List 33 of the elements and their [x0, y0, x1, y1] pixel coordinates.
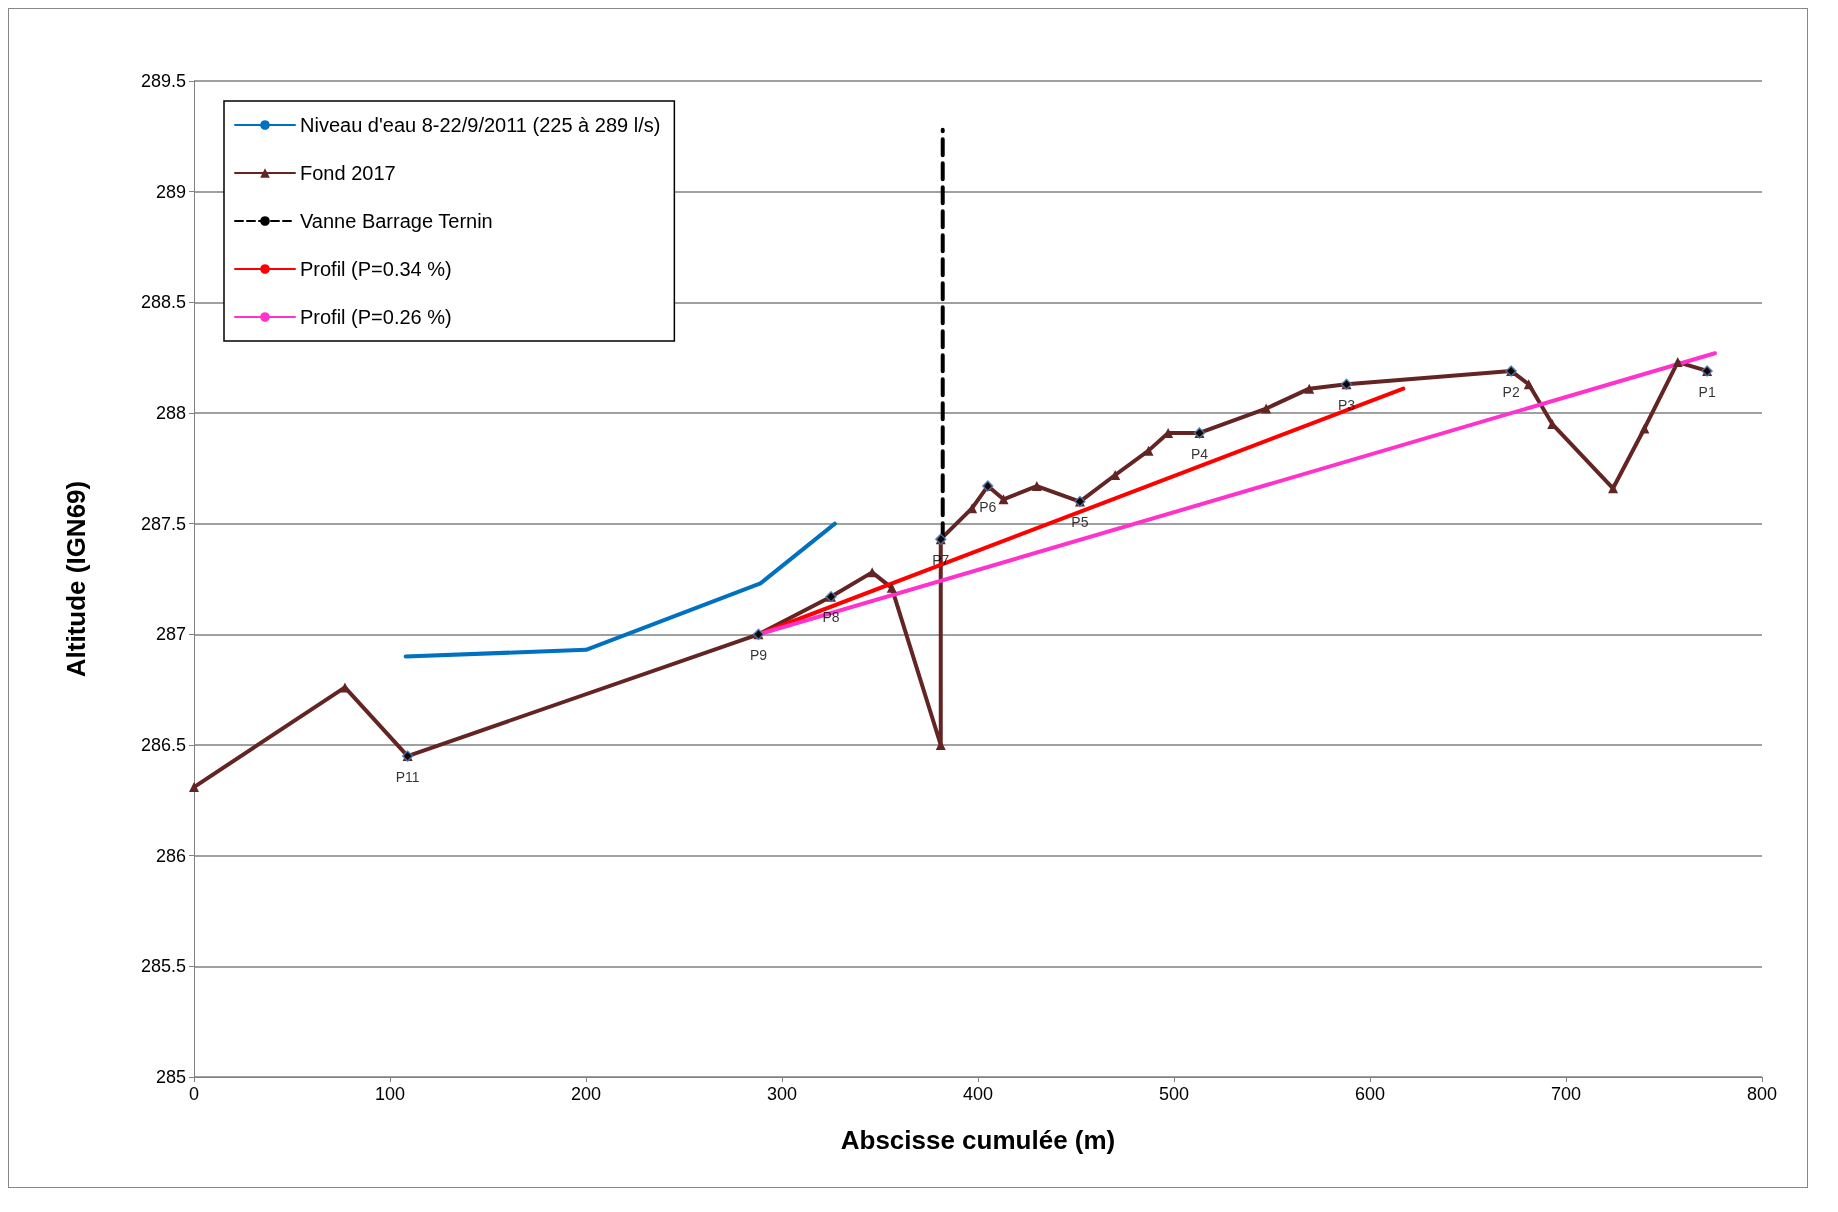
x-tick-label: 500	[1158, 1084, 1190, 1104]
x-tick-label: 400	[962, 1084, 994, 1104]
data-label: P4	[1190, 445, 1209, 462]
y-tick-label: 286	[155, 845, 186, 866]
legend-label: Vanne Barrage Ternin	[300, 210, 493, 232]
data-label: P6	[979, 498, 997, 515]
data-label: P2	[1502, 383, 1520, 400]
legend-label: Profil (P=0.26 %)	[300, 306, 452, 328]
y-tick-label: 288	[155, 403, 186, 423]
x-tick-label: 600	[1354, 1084, 1386, 1104]
y-tick-label: 289	[155, 181, 186, 202]
x-tick-label: 700	[1550, 1084, 1582, 1104]
legend-label: Niveau d'eau 8-22/9/2011 (225 à 289 l/s)	[300, 114, 661, 136]
x-tick-label: 300	[766, 1084, 798, 1104]
y-tick-label: 287.5	[140, 513, 186, 534]
data-label: P11	[395, 768, 420, 785]
y-tick-label: 285	[155, 1067, 186, 1087]
legend-label: Profil (P=0.34 %)	[300, 258, 452, 280]
data-label: P5	[1071, 514, 1089, 531]
y-tick-label: 286.5	[140, 735, 186, 755]
data-label: P9	[749, 647, 768, 664]
x-tick-label: 100	[374, 1084, 406, 1104]
y-tick-label: 289.5	[140, 71, 186, 91]
y-tick-label: 287	[155, 624, 186, 645]
x-tick-label: 800	[1746, 1084, 1778, 1104]
data-label: P1	[1698, 383, 1716, 400]
y-tick-label: 288.5	[140, 292, 186, 313]
x-tick-label: 200	[570, 1084, 602, 1104]
legend-label: Fond 2017	[300, 162, 396, 184]
y-axis-title: Altitude (IGN69)	[61, 480, 91, 678]
x-axis-title: Abscisse cumulée (m)	[840, 1125, 1116, 1155]
x-tick-label: 0	[188, 1084, 200, 1104]
y-tick-label: 285.5	[140, 956, 186, 977]
